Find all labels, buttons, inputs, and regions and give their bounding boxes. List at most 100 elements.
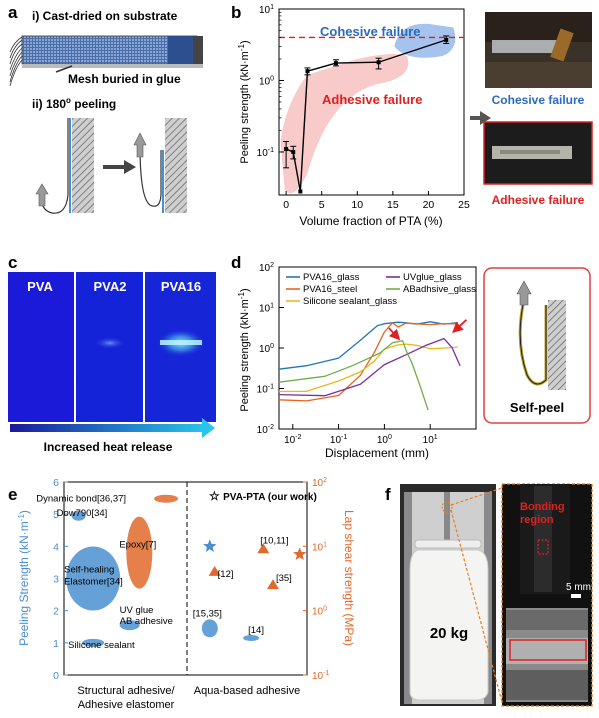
chart-d-legend-label: PVA16_glass bbox=[303, 272, 360, 283]
thermal-label-pva16: PVA16 bbox=[161, 279, 201, 294]
self-peel-caption: Self-peel bbox=[510, 400, 564, 415]
chart-b-point bbox=[333, 61, 338, 66]
weight-label: 20 kg bbox=[430, 625, 468, 642]
chart-e-region-dynamic-bond-36-37 bbox=[154, 494, 179, 503]
chart-e-left-tick-label: 2 bbox=[53, 606, 59, 618]
chart-b-point bbox=[444, 37, 449, 42]
chart-e-right-tick-label: 10-1 bbox=[312, 670, 329, 682]
chart-b-point bbox=[291, 149, 296, 154]
chart-e-xlabel-left-1: Structural adhesive/ bbox=[77, 685, 175, 697]
weight-container bbox=[409, 549, 489, 701]
chart-b-xtick-label: 10 bbox=[351, 199, 363, 211]
chart-b-ylabel: Peeling strength (kN·m-1) bbox=[237, 40, 251, 163]
chart-d-ylabel: Peeling strength (kN·m-1) bbox=[237, 288, 251, 411]
panel-letter-a: a bbox=[8, 3, 18, 22]
chart-e-region-silicone-sealant bbox=[82, 638, 105, 647]
chart-d-series-uvglue-glass bbox=[278, 337, 461, 397]
chart-b-adhesive-region bbox=[280, 53, 409, 194]
chart-e-region-label: Self-healing bbox=[64, 565, 114, 576]
chart-e-ylabel-left: Peeling Strength (kN·m-1) bbox=[17, 510, 31, 646]
scale-bar-label: 5 mm bbox=[566, 582, 591, 593]
chart-e-xlabel-left-2: Adhesive elastomer bbox=[78, 699, 175, 711]
chart-d-legend-label: Silicone sealant_glass bbox=[303, 296, 397, 307]
chart-b-xtick-label: 0 bbox=[283, 199, 289, 211]
chart-b-ytick-label: 101 bbox=[259, 4, 274, 16]
chart-d-series-pva16-glass bbox=[278, 321, 458, 370]
chart-e-right-tick-label: 102 bbox=[312, 477, 327, 489]
panel-c: PVA PVA2 PVA16 Increased heat release bbox=[8, 272, 216, 454]
chart-b: 0 5 10 15 20 25 10-1 100 101 Cohesive failure Ad… bbox=[237, 4, 470, 228]
photo-adhesive bbox=[483, 121, 593, 185]
zoom-source-circle bbox=[441, 501, 453, 513]
chart-b-cohesive-region bbox=[394, 23, 456, 58]
peeling-setup-before bbox=[35, 118, 94, 214]
chart-b-xtick-label: 15 bbox=[387, 199, 399, 211]
chart-e-left-tick-label: 5 bbox=[53, 509, 59, 521]
chart-d-legend-label: PVA16_steel bbox=[303, 284, 357, 295]
chart-e-region-10-11 bbox=[257, 543, 270, 554]
chart-b-point bbox=[305, 69, 310, 74]
chart-d-xtick-label: 10-1 bbox=[330, 434, 347, 446]
thermal-label-pva2: PVA2 bbox=[94, 279, 127, 294]
chart-d-xtick-label: 10-2 bbox=[284, 434, 301, 446]
chart-d-ytick-label: 101 bbox=[259, 303, 274, 315]
chart-e-region-35 bbox=[266, 579, 279, 590]
thermal-pva bbox=[8, 272, 73, 422]
chart-e-right-tick-label: 101 bbox=[312, 541, 327, 553]
chart-d-arrow bbox=[388, 327, 401, 341]
chart-e-region-label: [35] bbox=[276, 573, 292, 584]
chart-d-series-abadhsive-glass bbox=[278, 340, 429, 411]
chart-e-region-label: [12] bbox=[218, 569, 234, 580]
panel-letter-c: c bbox=[8, 253, 17, 272]
peeling-setup-after bbox=[133, 118, 187, 213]
heat-gradient-arrow bbox=[10, 424, 204, 432]
chart-e-left-tick-label: 3 bbox=[53, 574, 59, 586]
chart-e: 0 1 2 3 4 5 6 10-1 100 101 102 Dynamic bond[36,37] D… bbox=[17, 477, 356, 711]
chart-e-region-label: Silicone sealant bbox=[68, 640, 135, 651]
panel-a: i) Cast-dried on substrate Mesh buried i… bbox=[9, 9, 203, 214]
bonding-region-label-1: Bonding bbox=[520, 501, 565, 513]
chart-e-region-label: [14] bbox=[248, 625, 264, 636]
chart-e-region-label: AB adhesive bbox=[120, 616, 173, 627]
panel-letter-e: e bbox=[8, 485, 17, 504]
scale-bar bbox=[571, 594, 581, 598]
step1-label: i) Cast-dried on substrate bbox=[32, 9, 178, 23]
chart-b-point bbox=[284, 147, 289, 152]
chart-b-annotation-adhesive: Adhesive failure bbox=[322, 92, 422, 107]
self-peel-inset: Self-peel bbox=[483, 267, 591, 424]
chart-d-legend-label: UVglue_glass bbox=[403, 272, 462, 283]
mesh-pointer-arrow bbox=[55, 65, 73, 73]
chart-e-region-label: UV glue bbox=[120, 605, 154, 616]
panel-letter-d: d bbox=[231, 253, 241, 272]
chart-d-ytick-label: 100 bbox=[259, 343, 274, 355]
chart-d-legend-label: ABadhsive_glass bbox=[403, 284, 476, 295]
chart-e-region-dow790-34 bbox=[71, 510, 86, 521]
bonding-region-label-2: region bbox=[520, 514, 554, 526]
chart-b-xtick-label: 5 bbox=[319, 199, 325, 211]
thermal-label-pva: PVA bbox=[27, 279, 53, 294]
panel-f: 20 kg Bonding region 5 mm bbox=[400, 483, 593, 707]
mesh-label: Mesh buried in glue bbox=[68, 72, 181, 86]
chart-e-our-work-star bbox=[203, 539, 217, 552]
chart-b-xlabel: Volume fraction of PTA (%) bbox=[299, 214, 442, 228]
chart-e-right-tick-label: 100 bbox=[312, 606, 327, 618]
chart-b-point bbox=[298, 189, 303, 194]
chart-b-point bbox=[376, 60, 381, 65]
photo-adhesive-caption: Adhesive failure bbox=[492, 193, 585, 207]
chart-e-region-label: Epoxy[7] bbox=[119, 540, 156, 551]
chart-d-series-silicone-sealant-glass bbox=[278, 343, 458, 393]
chart-e-region-15-35 bbox=[201, 619, 218, 638]
bonding-region-marker bbox=[537, 539, 549, 555]
chart-e-region-label: Dow790[34] bbox=[57, 508, 108, 519]
mesh-substrate-illustration bbox=[9, 35, 203, 87]
chart-d-series-pva16-steel bbox=[278, 322, 458, 402]
chart-b-xtick-label: 20 bbox=[423, 199, 435, 211]
chart-e-left-tick-label: 0 bbox=[53, 670, 59, 682]
heat-release-caption: Increased heat release bbox=[44, 440, 173, 454]
chart-e-region-label: [10,11] bbox=[260, 535, 288, 546]
chart-b-annotation-cohesive: Cohesive failure bbox=[320, 24, 420, 39]
bonding-region-box bbox=[509, 639, 587, 661]
panel-letter-f: f bbox=[385, 485, 391, 504]
chart-e-legend: ☆ PVA-PTA (our work) bbox=[209, 489, 317, 503]
photo-cohesive bbox=[485, 12, 592, 88]
